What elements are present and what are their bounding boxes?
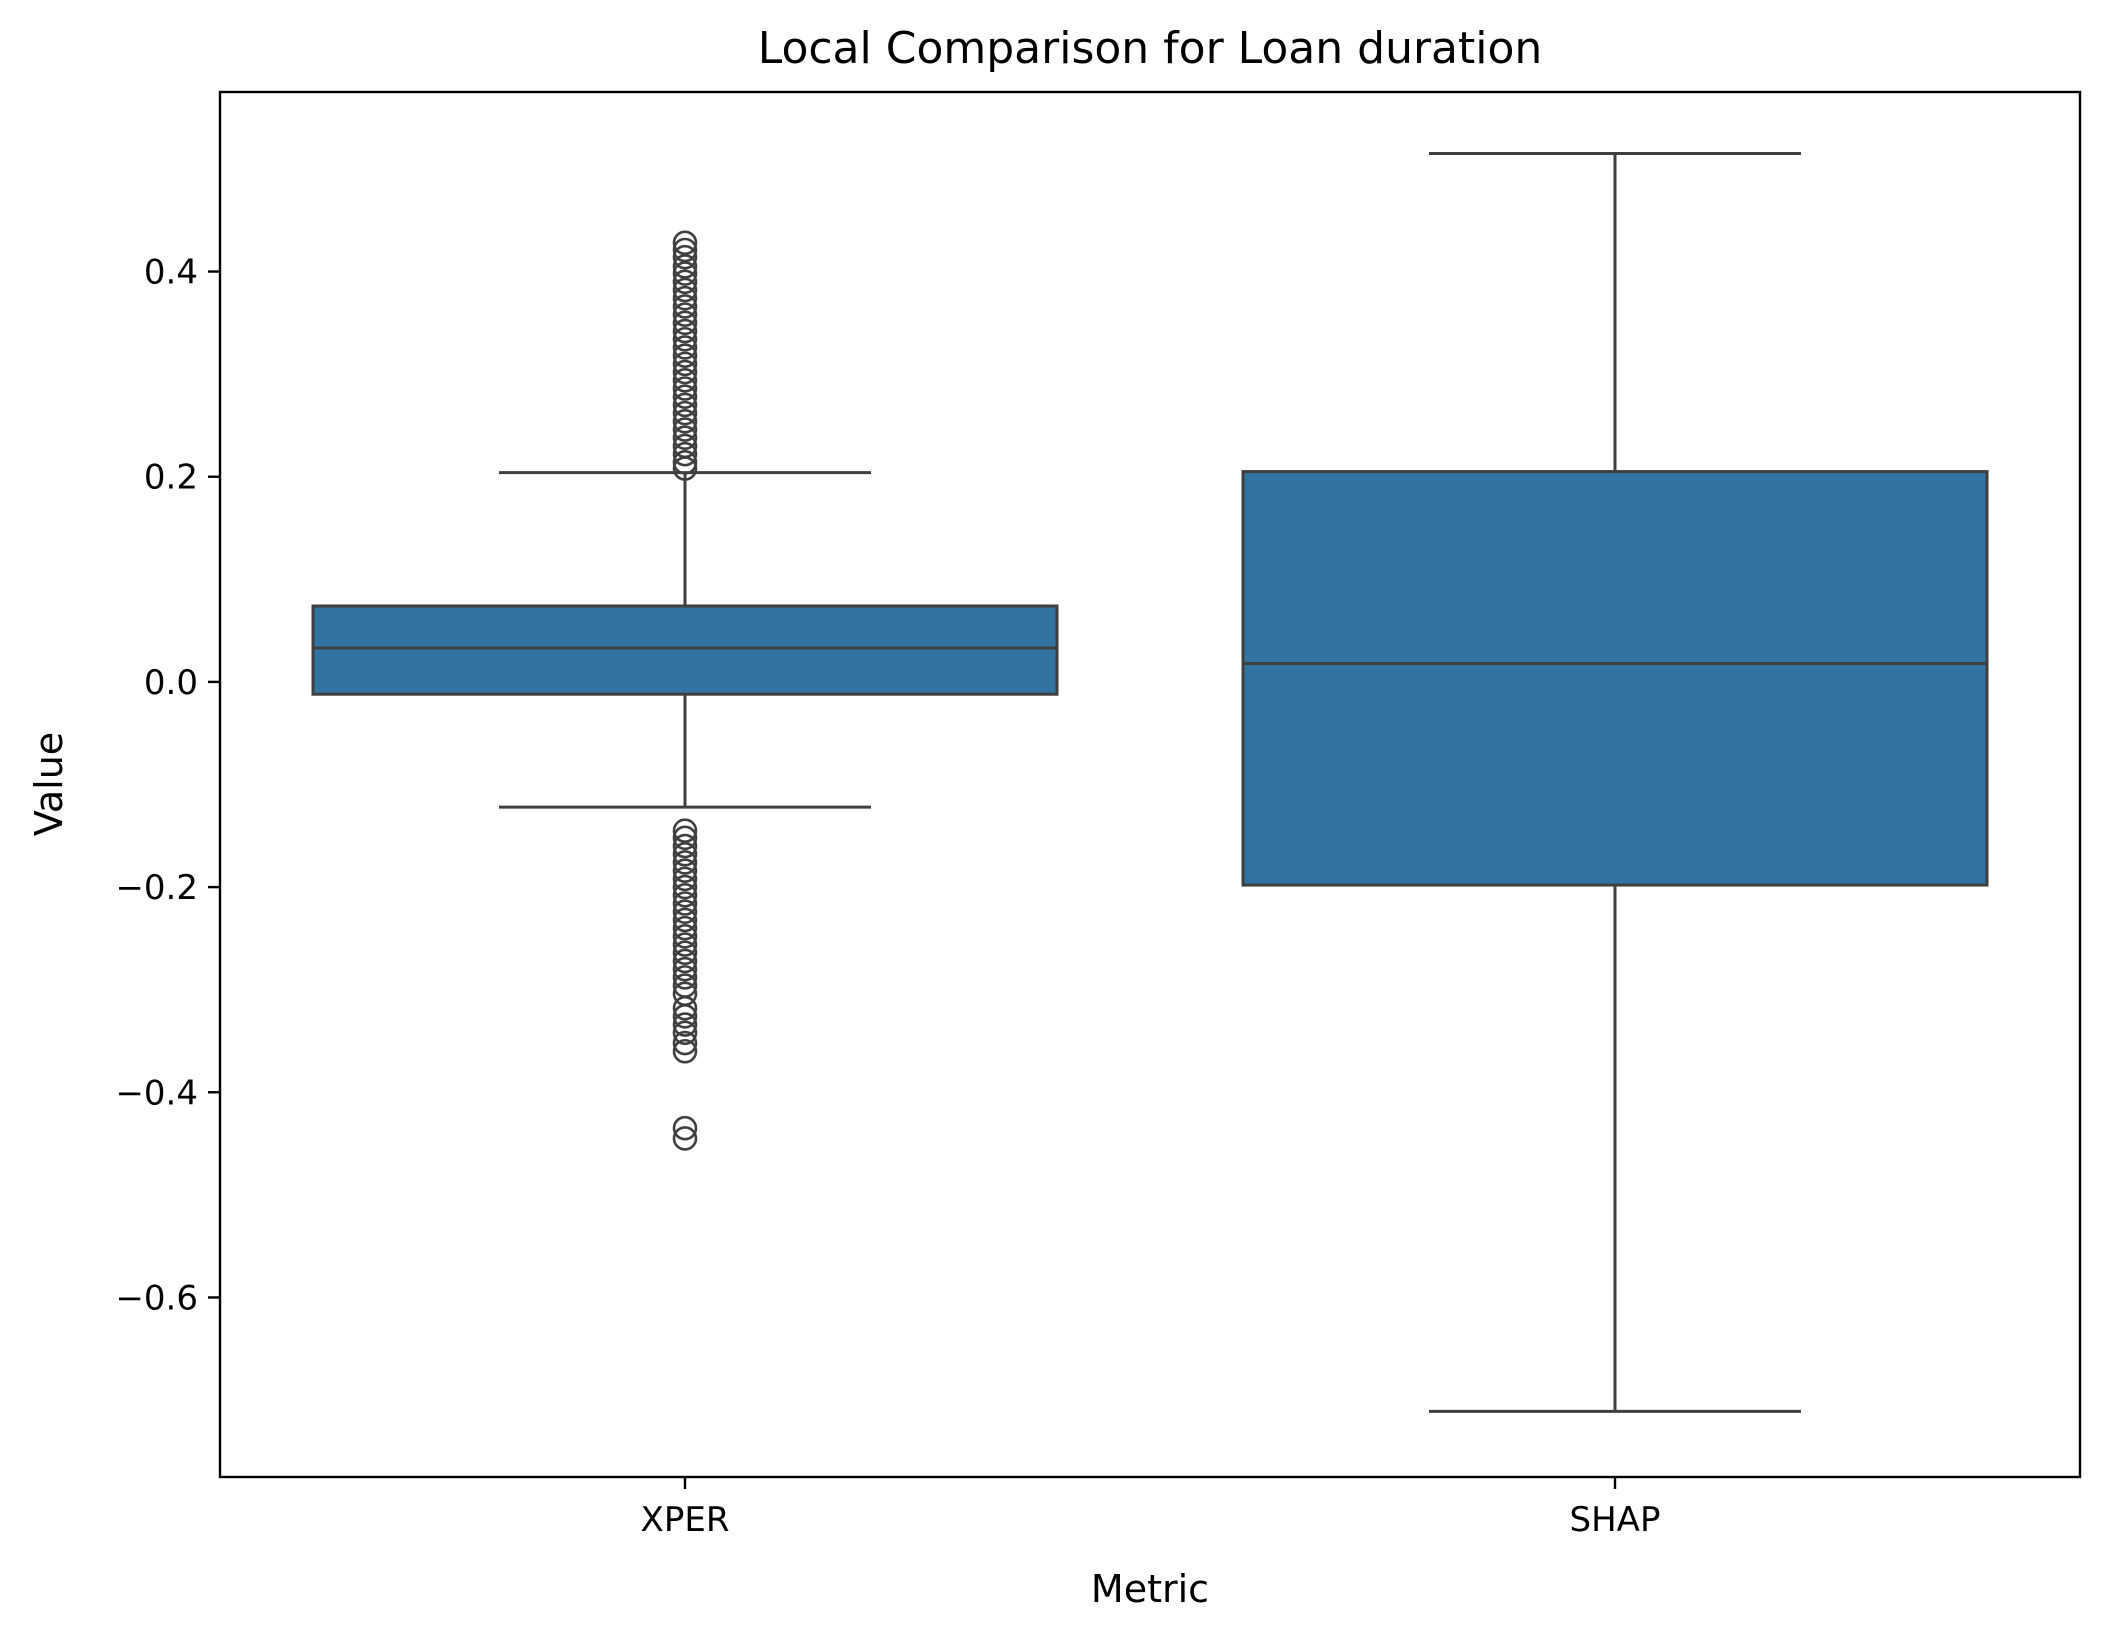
outlier-point [672, 1012, 698, 1037]
outlier-point [672, 359, 698, 385]
outlier-point [672, 384, 698, 410]
plot-frame [218, 90, 2082, 1479]
outlier-point [672, 277, 698, 303]
outlier-point [672, 833, 698, 859]
outlier-point [672, 1030, 698, 1056]
outlier-point [672, 441, 698, 467]
outlier-point [672, 932, 698, 957]
outlier-point [672, 882, 698, 908]
box-iqr [1241, 470, 1989, 887]
outlier-point [672, 948, 698, 974]
outlier-point [672, 1038, 698, 1064]
outlier-point [672, 450, 698, 475]
x-axis-label: Metric [1091, 1567, 1209, 1611]
outlier-point [672, 417, 698, 442]
outlier-point [672, 392, 698, 418]
outlier-point [672, 850, 698, 875]
y-tick-label: 0.2 [144, 458, 198, 498]
box-iqr [311, 604, 1059, 696]
outlier-point [672, 244, 698, 270]
outlier-point [672, 995, 698, 1021]
outlier-point [672, 326, 698, 352]
outlier-point [672, 269, 698, 295]
outlier-point [672, 376, 698, 401]
outlier-point [672, 874, 698, 900]
x-tick-label: XPER [641, 1500, 730, 1540]
outlier-point [672, 1020, 698, 1046]
x-tick-label: SHAP [1570, 1500, 1661, 1540]
box-xper [311, 230, 1059, 1151]
outlier-point [672, 1126, 698, 1151]
outlier-point [672, 310, 698, 336]
outlier-point [672, 456, 698, 481]
outlier-point [672, 400, 698, 426]
outlier-point [672, 940, 698, 966]
outlier-point [672, 343, 698, 368]
outlier-point [672, 237, 698, 263]
outlier-point [672, 261, 698, 286]
y-axis-ticks: −0.6 −0.4 −0.2 0.0 0.2 0.4 [115, 253, 220, 1318]
outlier-point [672, 1115, 698, 1141]
outlier-point [672, 965, 698, 990]
outlier-point [672, 924, 698, 949]
outlier-point [672, 841, 698, 867]
outlier-point [672, 351, 698, 377]
x-axis-ticks: XPER SHAP [641, 1477, 1661, 1540]
y-tick-label: −0.6 [115, 1278, 198, 1318]
y-tick-label: 0.0 [144, 663, 198, 703]
outlier-point [672, 367, 698, 393]
outlier-point [672, 318, 698, 344]
y-tick-label: −0.2 [115, 868, 198, 908]
outlier-point [672, 899, 698, 925]
outlier-point [672, 254, 698, 279]
outlier-point [672, 907, 698, 933]
y-tick-label: 0.4 [144, 253, 198, 293]
outlier-point [672, 956, 698, 982]
box-shap [1241, 152, 1989, 1413]
outlier-point [672, 818, 698, 843]
outlier-point [672, 858, 698, 883]
outlier-point [672, 294, 698, 319]
y-axis-label: Value [27, 732, 71, 836]
chart-title: Local Comparison for Loan duration [758, 23, 1543, 74]
outlier-point [672, 335, 698, 360]
outlier-point [672, 1004, 698, 1029]
outlier-point [672, 285, 698, 311]
outlier-point [672, 891, 698, 916]
outlier-point [672, 425, 698, 451]
outlier-point [672, 866, 698, 892]
y-tick-label: −0.4 [115, 1073, 198, 1113]
outlier-point [672, 915, 698, 941]
outlier-point [672, 825, 698, 851]
outlier-point [672, 230, 698, 256]
outlier-point [672, 409, 698, 434]
outlier-point [672, 302, 698, 327]
boxes-layer [311, 152, 1989, 1413]
